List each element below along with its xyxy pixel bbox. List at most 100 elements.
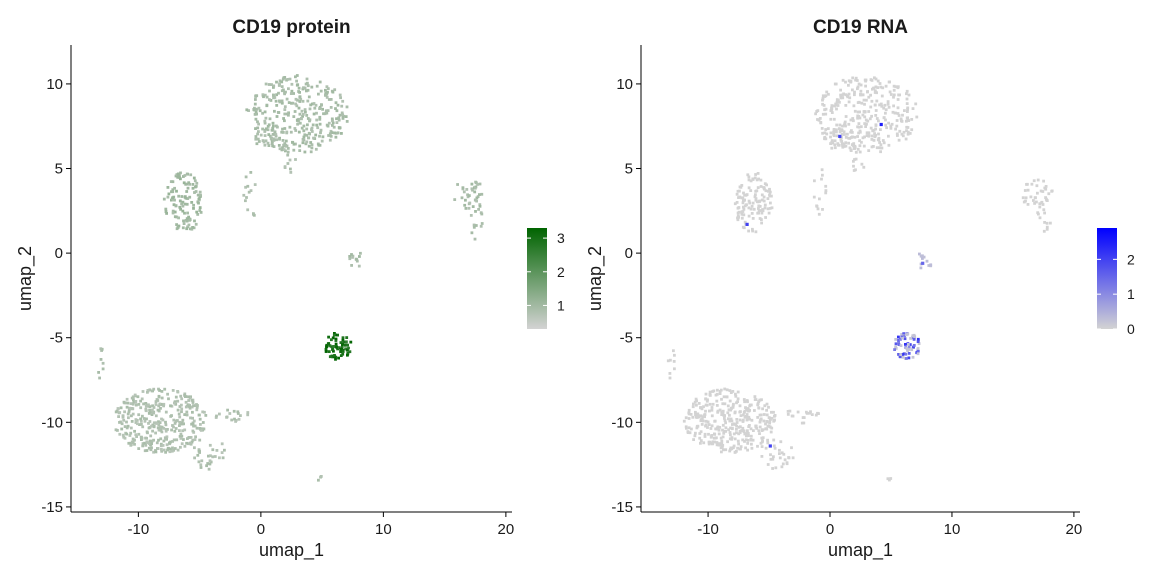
data-point [278,137,281,141]
data-point [820,177,823,181]
data-point [174,204,178,207]
data-point [847,136,851,140]
data-point [174,427,178,430]
data-point [144,407,148,411]
data-point [894,127,897,131]
data-point [917,342,921,345]
data-point [743,415,747,419]
data-point [131,441,135,445]
data-point [823,131,827,135]
data-point [473,186,477,190]
data-point [863,115,867,119]
data-point [768,187,771,191]
data-point [715,441,719,444]
data-point [892,104,895,108]
data-point [754,193,757,197]
y-tick-label: -10 [611,414,633,431]
data-point [844,104,848,107]
data-point [684,416,688,420]
data-point [317,92,320,96]
data-point [724,448,728,452]
data-point [741,210,745,213]
data-point [701,415,704,419]
x-axis-label: umap_1 [828,540,893,561]
data-point [329,355,333,358]
data-point [758,398,762,402]
data-point [907,356,911,360]
data-point [699,406,702,409]
data-point [735,427,738,431]
data-point [892,95,895,99]
data-point [785,461,789,465]
data-point [199,466,203,469]
data-point [309,103,313,107]
data-point [172,438,176,442]
data-point [738,410,742,414]
data-point [148,388,152,392]
data-point [732,432,736,436]
data-point [887,105,891,109]
data-point [729,426,732,430]
data-point [177,224,181,228]
data-point [766,463,770,466]
data-point [150,389,154,393]
data-point [713,433,717,436]
data-point [144,443,148,447]
data-point [812,195,816,199]
data-point [308,118,312,122]
data-point [1025,183,1028,186]
data-point [754,230,758,234]
data-point [189,436,193,439]
data-point [126,424,130,428]
data-point [193,456,196,460]
data-point [175,215,179,219]
data-points [666,76,1054,482]
data-point [101,361,105,365]
data-point [298,112,302,116]
data-point [666,359,670,363]
data-point [754,173,757,176]
data-point [921,257,924,260]
data-point [197,460,201,464]
data-point [192,404,195,407]
data-point [195,210,199,214]
data-point [702,405,705,409]
data-point [164,210,168,213]
data-point [324,347,328,351]
data-point [669,358,672,362]
data-point [765,402,769,406]
data-point [338,113,342,117]
data-point [821,98,824,102]
data-point [172,425,175,429]
data-point [302,86,305,90]
data-point [330,345,334,349]
data-point [853,145,857,149]
data-point [753,395,757,398]
x-axis-label: umap_1 [259,540,324,561]
data-point [140,436,144,440]
data-point [817,412,820,415]
data-point [734,394,738,398]
data-point [193,191,196,194]
data-point [127,408,131,412]
data-point [756,403,760,407]
data-point [766,441,770,445]
data-point [761,208,764,211]
data-point [292,92,295,95]
data-point [138,423,141,426]
data-point [719,436,723,440]
data-point [168,441,171,445]
data-point [906,106,910,110]
data-point [185,413,189,417]
data-point [751,227,754,231]
data-point [465,188,469,191]
colorbar-gradient [527,228,547,329]
data-point [171,196,174,200]
data-point [121,433,125,437]
data-point [200,427,203,431]
data-point [119,406,123,410]
data-point [1035,200,1038,204]
data-point [125,432,129,436]
data-point [134,433,138,437]
data-point [830,104,834,107]
